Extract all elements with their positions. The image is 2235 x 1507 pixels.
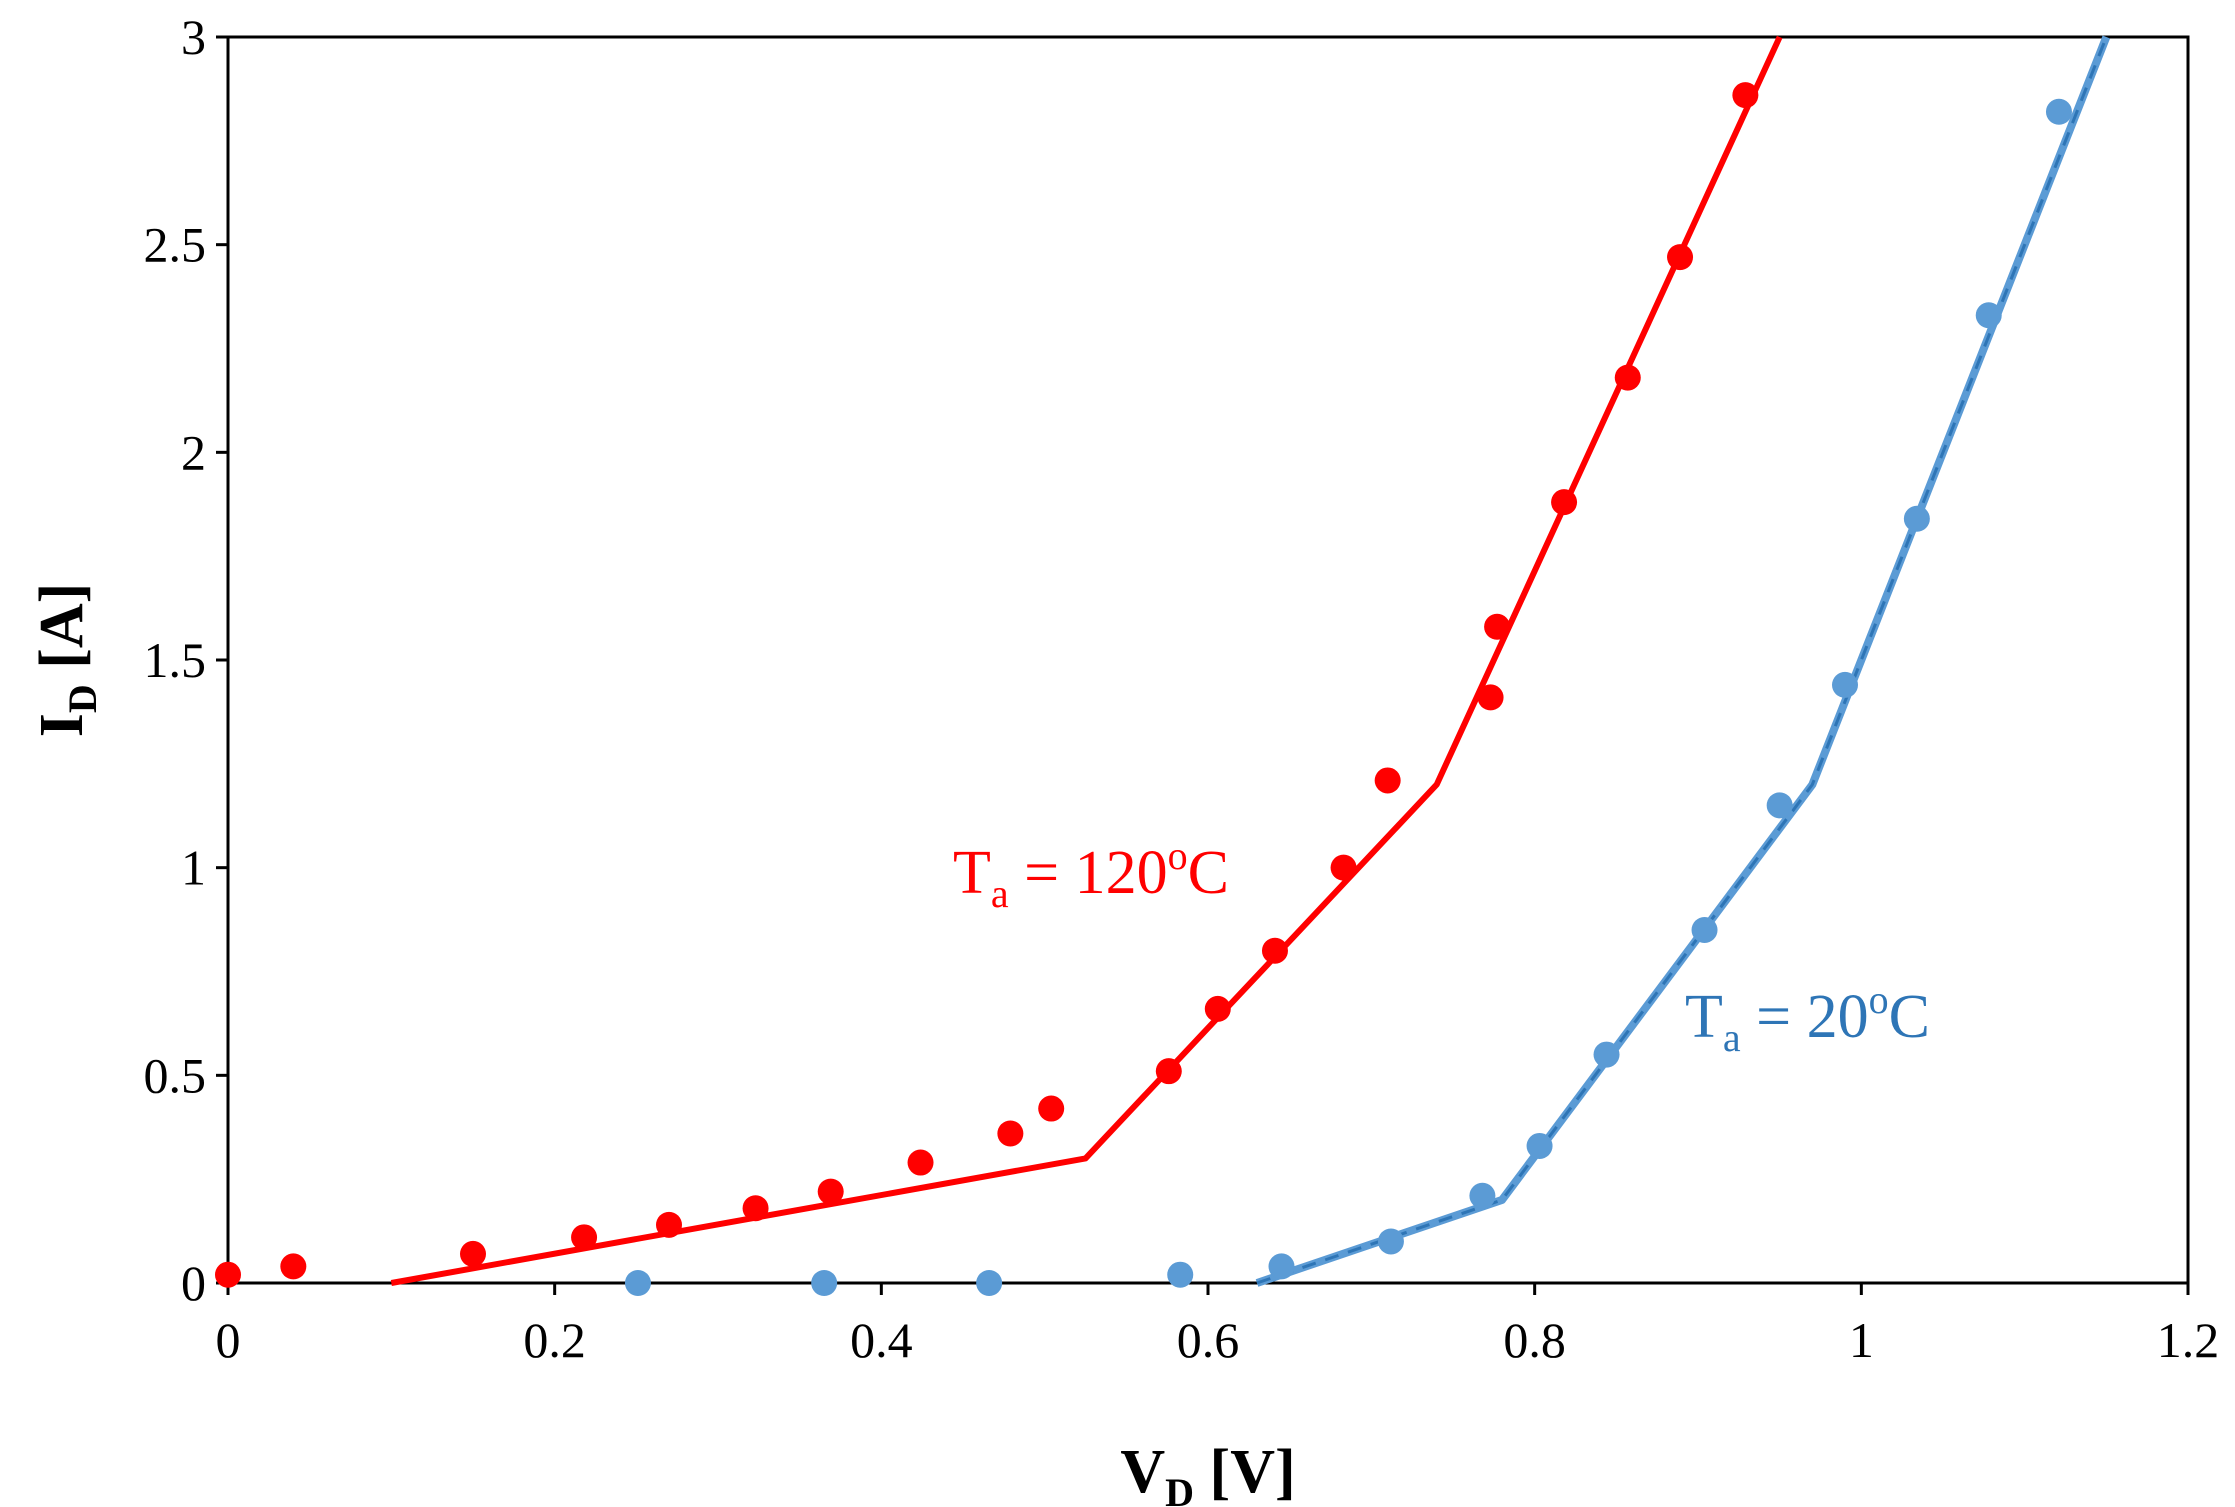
data-point-series-1 <box>1766 792 1793 819</box>
data-point-series-0 <box>1155 1058 1182 1085</box>
y-tick-label: 1.5 <box>144 632 207 688</box>
x-axis-title: VD [V] <box>1120 1438 1295 1507</box>
x-tick-label: 1 <box>1849 1312 1874 1368</box>
data-point-series-0 <box>571 1224 598 1251</box>
y-axis-title: ID [A] <box>28 583 105 738</box>
data-point-series-0 <box>997 1120 1024 1147</box>
x-tick-label: 0 <box>216 1312 241 1368</box>
data-point-series-1 <box>1832 671 1858 698</box>
y-tick-label: 0 <box>181 1255 206 1311</box>
data-point-series-0 <box>215 1261 241 1288</box>
data-point-series-1 <box>811 1270 838 1296</box>
data-point-series-0 <box>280 1253 307 1280</box>
fit-line-1 <box>1255 35 2111 1287</box>
data-points <box>215 82 2072 1296</box>
y-tick-label: 0.5 <box>144 1047 207 1103</box>
data-point-series-0 <box>1484 613 1511 640</box>
plot-area-frame <box>226 35 2190 1285</box>
data-point-series-0 <box>907 1149 934 1176</box>
x-tick-label: 0.4 <box>850 1312 913 1368</box>
data-point-series-0 <box>1261 937 1288 964</box>
data-point-series-0 <box>1667 244 1694 271</box>
fit-line-dash-1 <box>1256 36 2108 1285</box>
data-point-series-0 <box>656 1211 682 1238</box>
data-point-series-1 <box>2045 98 2072 125</box>
x-tick-label: 0.2 <box>523 1312 586 1368</box>
data-point-series-1 <box>1691 916 1718 943</box>
x-tick-label: 0.6 <box>1177 1312 1240 1368</box>
data-point-series-0 <box>1204 995 1231 1022</box>
data-point-series-1 <box>1975 302 2002 329</box>
data-point-series-1 <box>1593 1041 1620 1068</box>
data-point-series-0 <box>1551 489 1578 516</box>
data-point-series-0 <box>1038 1095 1065 1122</box>
data-point-series-0 <box>1732 82 1759 109</box>
data-point-series-0 <box>1477 684 1504 711</box>
data-point-series-0 <box>817 1178 844 1205</box>
x-axis-ticks: 0 0.2 0.4 0.6 0.8 1 1.2 <box>216 1283 2220 1368</box>
fit-line-0 <box>390 35 1783 1286</box>
annotation-120c: Ta = 120oC <box>953 833 1229 916</box>
data-point-series-1 <box>1268 1253 1295 1280</box>
data-point-series-1 <box>1526 1132 1553 1159</box>
fit-lines <box>390 35 2111 1287</box>
y-tick-label: 2.5 <box>144 217 207 273</box>
data-point-series-1 <box>1167 1261 1194 1288</box>
data-point-series-0 <box>742 1195 769 1222</box>
y-tick-label: 2 <box>181 424 206 480</box>
data-point-series-0 <box>1374 767 1401 794</box>
data-point-series-1 <box>1377 1228 1404 1255</box>
data-point-series-0 <box>1614 364 1641 391</box>
data-point-series-0 <box>460 1240 486 1267</box>
x-tick-label: 0.8 <box>1503 1312 1566 1368</box>
data-point-series-1 <box>1469 1182 1496 1209</box>
data-point-series-1 <box>976 1270 1003 1296</box>
data-point-series-0 <box>1330 854 1357 881</box>
annotation-20c: Ta = 20oC <box>1685 977 1930 1060</box>
y-tick-label: 3 <box>181 9 206 65</box>
data-point-series-1 <box>624 1270 651 1296</box>
y-tick-label: 1 <box>181 840 206 896</box>
y-axis-ticks: 0 0.5 1 1.5 2 2.5 3 <box>144 9 228 1311</box>
x-tick-label: 1.2 <box>2157 1312 2220 1368</box>
data-point-series-1 <box>1903 505 1930 532</box>
